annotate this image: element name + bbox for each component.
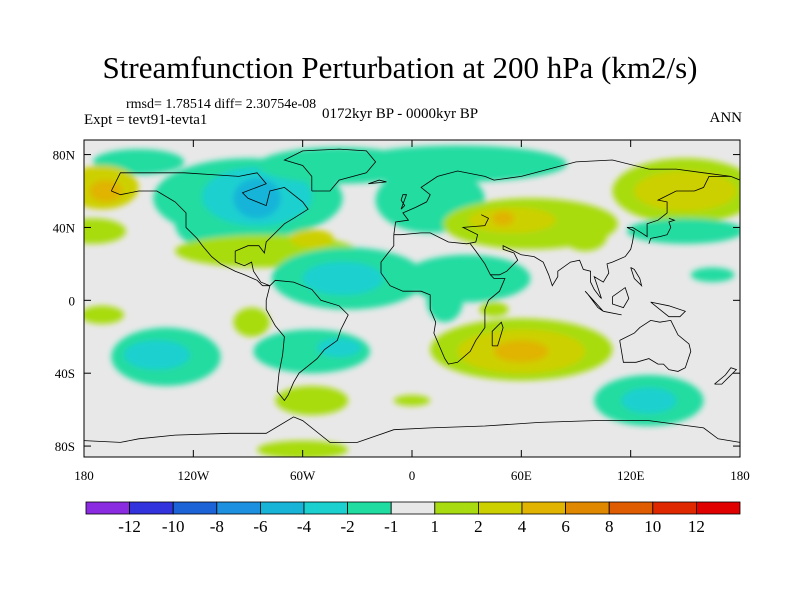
colorbar-label: 12 [688,517,705,536]
colorbar-label: 10 [644,517,661,536]
colorbar: -12 -10 -8 -6 -4 -2 -1 1 2 4 6 8 10 12 [85,501,741,536]
colorbar-swatch [303,501,348,515]
y-tick-label: 80N [53,148,76,163]
coastline [648,217,676,244]
coastline [491,321,504,347]
contour-region [257,440,349,457]
coastlines [84,148,740,443]
contour-region [690,267,735,283]
colorbar-swatch [216,501,261,515]
coastline [603,310,622,316]
colorbar-swatch [477,501,523,515]
y-tick-label: 0 [69,293,76,308]
contour-region [302,262,383,295]
coastline [368,179,387,185]
contour-region [84,305,125,325]
contour-region [493,340,549,363]
contour-region [492,211,515,226]
colorbar-swatch [259,501,305,515]
coastline [619,319,692,372]
colorbar-swatch [85,501,130,515]
contour-region [426,278,464,323]
colorbar-label: 8 [605,517,614,536]
x-tick-label: 0 [409,468,416,483]
contour-region [563,221,607,252]
contour-region [317,338,361,357]
season-label: ANN [709,110,743,126]
contour-fills [84,145,740,457]
coastline [650,301,687,318]
contour-region [402,254,531,303]
coastline [393,159,740,235]
stats-line: rmsd= 1.78514 diff= 2.30754e-08 [126,97,317,112]
contour-region [124,340,190,370]
experiment-label: Expt = tevt91-tevta1 [84,112,208,128]
colorbar-label: -6 [253,517,267,536]
colorbar-swatch [696,501,741,515]
colorbar-label: 4 [518,517,527,536]
contour-region [84,218,126,244]
coastline [110,172,309,287]
contour-region [275,385,349,416]
coastline [584,290,604,312]
coastline [393,214,490,245]
x-tick-label: 180 [730,468,750,483]
contour-region [627,218,740,244]
colorbar-swatch [390,501,436,515]
colorbar-label: -4 [297,517,312,536]
coastline [400,194,408,210]
contour-region [621,387,677,414]
coastline [283,148,377,192]
contour-region [89,180,123,202]
coastline [84,416,740,443]
contour-region [393,395,431,406]
x-tick-label: 60E [511,468,532,483]
x-tick-label: 180 [74,468,94,483]
x-tick-label: 120W [177,468,210,483]
contour-region [479,302,509,317]
y-tick-label: 40S [55,366,75,381]
contour-region [233,178,281,219]
colorbar-label: -1 [384,517,398,536]
y-tick-label: 40N [53,220,76,235]
coastline [380,243,506,365]
x-tick-label: 60W [290,468,316,483]
coastline [265,279,349,402]
axis-ticks: 180 120W 60W 0 60E 120E 180 80N 40N 0 40S 80S [53,140,750,483]
colorbar-swatch [565,501,610,515]
coastline [714,367,738,385]
colorbar-label: -10 [162,517,185,536]
coastline [490,176,731,299]
colorbar-swatch [652,501,697,515]
y-tick-label: 80S [55,439,75,454]
colorbar-label: -12 [118,517,141,536]
colorbar-swatch [129,501,174,515]
colorbar-swatch [172,501,218,515]
coastline [380,234,395,273]
coastline [630,267,643,287]
period-label: 0172kyr BP - 0000kyr BP [322,106,479,122]
colorbar-swatch [608,501,654,515]
colorbar-label: 1 [431,517,440,536]
colorbar-swatch [521,501,566,515]
colorbar-label: 2 [474,517,483,536]
chart-title: Streamfunction Perturbation at 200 hPa (… [102,50,698,85]
colorbar-swatch [434,501,479,515]
colorbar-swatch [347,501,392,515]
x-tick-label: 120E [617,468,645,483]
coastline [612,286,630,309]
contour-region [348,145,567,182]
colorbar-label: -2 [341,517,355,536]
contour-region [289,229,334,248]
contour-region [233,307,270,337]
colorbar-label: -8 [210,517,224,536]
colorbar-label: 6 [561,517,570,536]
